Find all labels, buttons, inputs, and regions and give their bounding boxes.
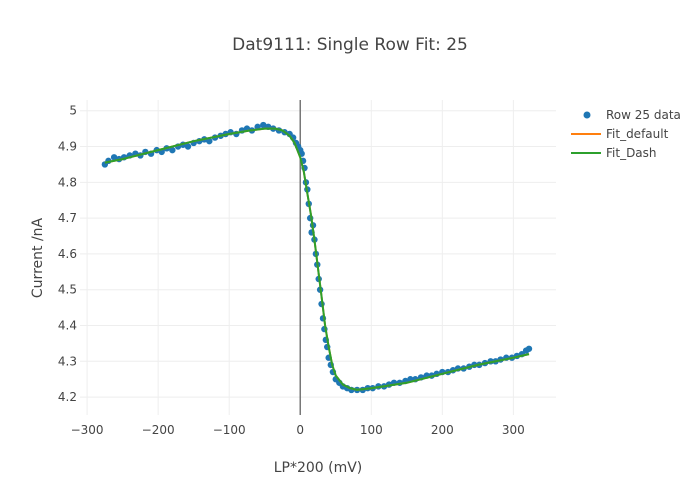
x-axis-ticks: −300 −200 −100 0 100 200 300 xyxy=(71,423,525,437)
legend-marker-icon xyxy=(583,111,591,119)
x-tick-label: 100 xyxy=(360,423,383,437)
y-tick-label: 4.4 xyxy=(58,319,77,333)
plot-area xyxy=(101,121,533,394)
x-tick-label: −200 xyxy=(142,423,175,437)
legend-item[interactable]: Row 25 data xyxy=(583,108,681,122)
x-tick-label: 200 xyxy=(431,423,454,437)
data-point xyxy=(525,345,533,352)
legend-label: Fit_Dash xyxy=(606,146,657,160)
x-tick-label: −100 xyxy=(213,423,246,437)
y-tick-label: 4.8 xyxy=(58,175,77,189)
grid xyxy=(80,100,556,415)
legend-label: Row 25 data xyxy=(606,108,681,122)
legend-item[interactable]: Fit_default xyxy=(571,127,669,141)
y-tick-label: 4.9 xyxy=(58,140,77,154)
y-tick-label: 4.7 xyxy=(58,211,77,225)
data-point xyxy=(169,146,176,154)
data-point xyxy=(260,121,267,129)
data-point xyxy=(206,137,213,145)
legend-item[interactable]: Fit_Dash xyxy=(571,146,657,160)
legend-label: Fit_default xyxy=(606,127,669,141)
fit-line xyxy=(104,127,530,391)
data-point xyxy=(184,143,192,150)
y-tick-label: 4.2 xyxy=(58,390,77,404)
x-axis-label: LP*200 (mV) xyxy=(274,460,363,476)
chart-title: Dat9111: Single Row Fit: 25 xyxy=(232,35,468,55)
data-point xyxy=(110,154,118,161)
x-tick-label: 300 xyxy=(502,423,525,437)
x-tick-label: −300 xyxy=(71,423,104,437)
y-tick-label: 4.5 xyxy=(58,283,77,297)
legend[interactable]: Row 25 data Fit_default Fit_Dash xyxy=(571,108,681,160)
y-tick-label: 5 xyxy=(69,104,77,118)
y-axis-ticks: 4.2 4.3 4.4 4.5 4.6 4.7 4.8 4.9 5 xyxy=(58,104,77,404)
x-tick-label: 0 xyxy=(296,423,304,437)
y-tick-label: 4.6 xyxy=(58,247,77,261)
y-axis-label: Current /nA xyxy=(30,217,46,298)
y-tick-label: 4.3 xyxy=(58,354,77,368)
